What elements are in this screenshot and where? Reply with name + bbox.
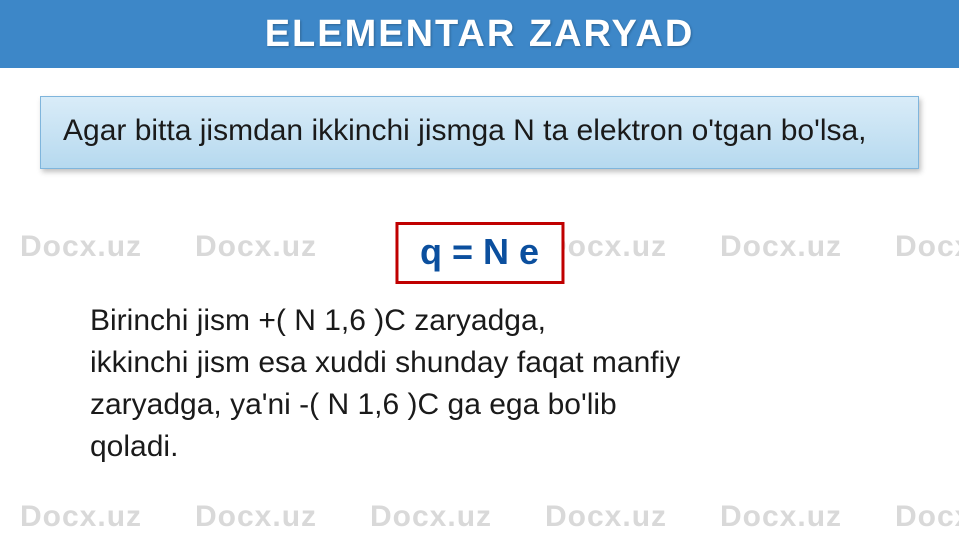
body-line-4: qoladi.: [90, 426, 899, 468]
body-line-2: ikkinchi jism esa xuddi shunday faqat ma…: [90, 342, 899, 384]
title-text: ELEMENTAR ZARYAD: [265, 13, 695, 56]
slide-content: ELEMENTAR ZARYAD Agar bitta jismdan ikki…: [0, 0, 959, 553]
info-box-text: Agar bitta jismdan ikkinchi jismga N ta …: [63, 114, 867, 147]
formula-box: q = N e: [395, 222, 564, 284]
body-line-3: zaryadga, ya'ni -( N 1,6 )C ga ega bo'li…: [90, 384, 899, 426]
body-line-1: Birinchi jism +( N 1,6 )C zaryadga,: [90, 300, 899, 342]
formula-text: q = N e: [420, 231, 539, 272]
body-text: Birinchi jism +( N 1,6 )C zaryadga, ikki…: [90, 300, 899, 468]
info-box: Agar bitta jismdan ikkinchi jismga N ta …: [40, 96, 919, 169]
title-bar: ELEMENTAR ZARYAD: [0, 0, 959, 68]
